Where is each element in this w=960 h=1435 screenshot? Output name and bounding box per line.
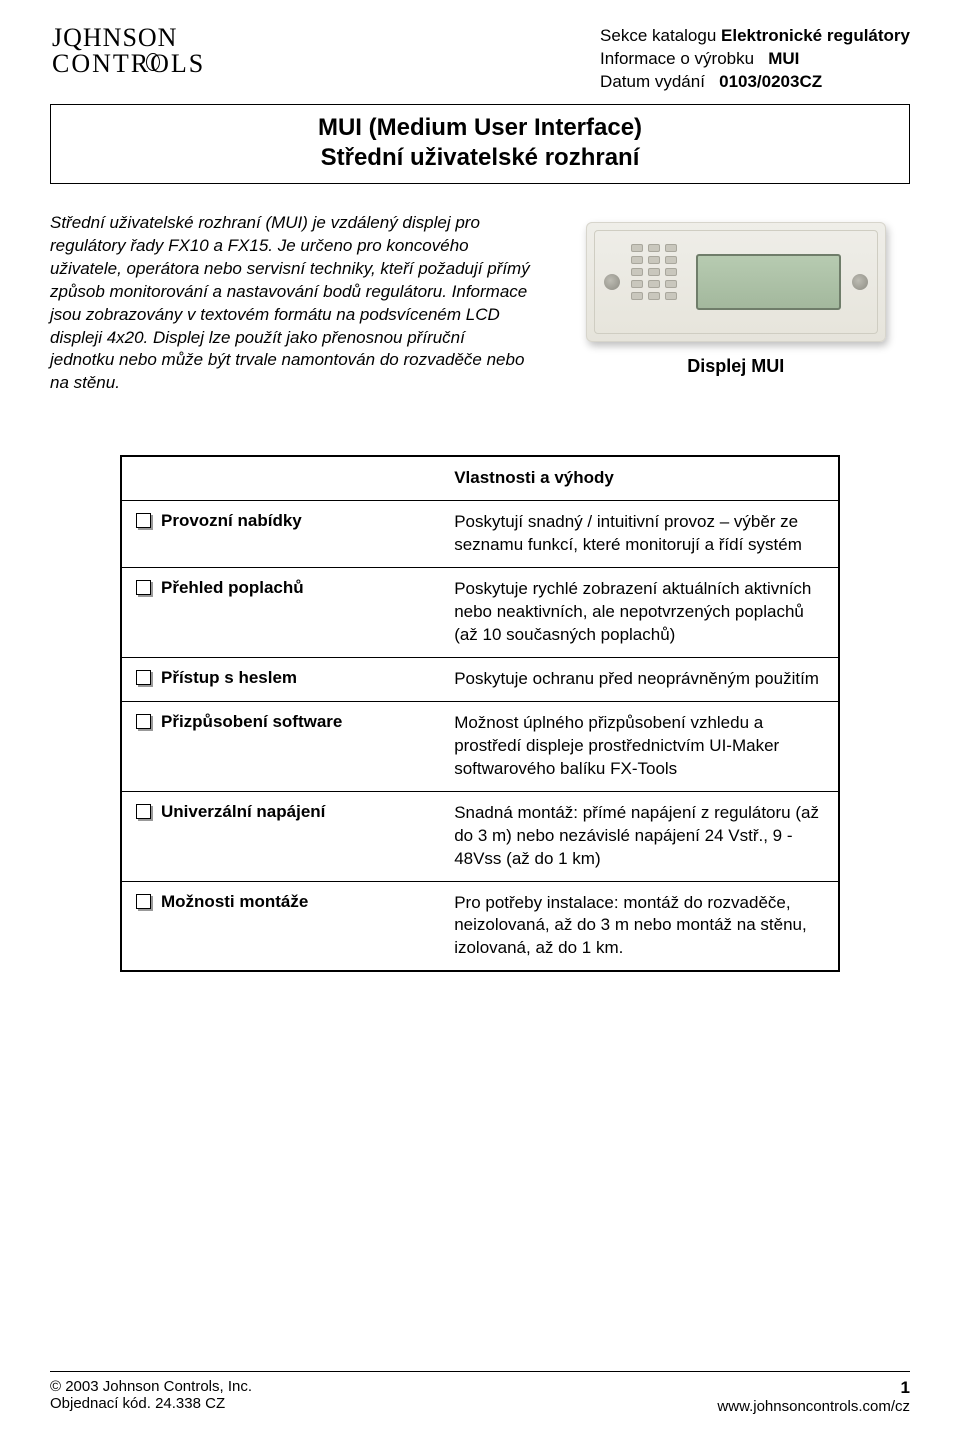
feature-label-cell: Možnosti montáže [122, 882, 444, 971]
keypad-icon [631, 244, 686, 320]
logo-line1: JQHNSON [52, 25, 205, 51]
title-line2: Střední uživatelské rozhraní [61, 143, 899, 173]
feature-label-cell: Univerzální napájení [122, 792, 444, 881]
features-header-row: Vlastnosti a výhody [122, 457, 838, 500]
feature-row: Přizpůsobení software Možnost úplného při… [122, 701, 838, 791]
feature-desc: Snadná montáž: přímé napájení z reguláto… [444, 792, 838, 881]
feature-label-cell: Přístup s heslem [122, 658, 444, 701]
figure-column: Displej MUI [562, 212, 910, 377]
checkbox-icon [136, 804, 151, 819]
footer-copyright: © 2003 Johnson Controls, Inc. [50, 1378, 252, 1395]
footer-order-code: Objednací kód. 24.338 CZ [50, 1395, 252, 1412]
feature-label-cell: Přehled poplachů [122, 568, 444, 657]
feature-desc: Pro potřeby instalace: montáž do rozvadě… [444, 882, 838, 971]
feature-row: Přehled poplachů Poskytuje rychlé zobraze… [122, 567, 838, 657]
footer-page-number: 1 [717, 1378, 910, 1398]
figure-caption: Displej MUI [562, 356, 910, 377]
feature-desc: Poskytuje rychlé zobrazení aktuálních ak… [444, 568, 838, 657]
feature-label: Univerzální napájení [161, 802, 325, 822]
checkbox-icon [136, 894, 151, 909]
footer: © 2003 Johnson Controls, Inc. Objednací … [50, 1371, 910, 1415]
checkbox-icon [136, 580, 151, 595]
header: JQHNSON CONTROLS Sekce katalogu Elektron… [50, 25, 910, 94]
feature-label: Možnosti montáže [161, 892, 308, 912]
logo-interlock-icon: O [150, 51, 171, 77]
feature-row: Přístup s heslem Poskytuje ochranu před n… [122, 657, 838, 701]
footer-url: www.johnsoncontrols.com/cz [717, 1398, 910, 1415]
feature-label: Přístup s heslem [161, 668, 297, 688]
meta-line2: Informace o výrobku MUI [600, 48, 910, 71]
intro-text: Střední uživatelské rozhraní (MUI) je vz… [50, 212, 532, 396]
brand-logo: JQHNSON CONTROLS [50, 25, 205, 77]
lcd-screen-icon [696, 254, 841, 310]
device-illustration [586, 222, 886, 342]
features-header-left [122, 457, 444, 500]
feature-label: Provozní nabídky [161, 511, 302, 531]
feature-row: Provozní nabídky Poskytují snadný / intui… [122, 500, 838, 567]
logo-line2: CONTROLS [52, 51, 205, 77]
spacer [50, 1012, 910, 1371]
footer-right: 1 www.johnsoncontrols.com/cz [717, 1378, 910, 1415]
features-table: Vlastnosti a výhody Provozní nabídky Posk… [120, 455, 840, 972]
feature-label-cell: Provozní nabídky [122, 501, 444, 567]
checkbox-icon [136, 670, 151, 685]
feature-row: Možnosti montáže Pro potřeby instalace: m… [122, 881, 838, 971]
feature-desc: Poskytuje ochranu před neoprávněným použ… [444, 658, 838, 701]
intro-row: Střední uživatelské rozhraní (MUI) je vz… [50, 212, 910, 396]
features-header-label: Vlastnosti a výhody [444, 457, 838, 500]
title-box: MUI (Medium User Interface) Střední uživ… [50, 104, 910, 184]
feature-label-cell: Přizpůsobení software [122, 702, 444, 791]
page: JQHNSON CONTROLS Sekce katalogu Elektron… [0, 0, 960, 1435]
title-line1: MUI (Medium User Interface) [61, 113, 899, 143]
meta-line3: Datum vydání 0103/0203CZ [600, 71, 910, 94]
feature-desc: Poskytují snadný / intuitivní provoz – v… [444, 501, 838, 567]
mount-hole-icon [604, 274, 620, 290]
feature-label: Přehled poplachů [161, 578, 304, 598]
feature-desc: Možnost úplného přizpůsobení vzhledu a p… [444, 702, 838, 791]
features-wrap: Vlastnosti a výhody Provozní nabídky Posk… [50, 455, 910, 972]
header-meta: Sekce katalogu Elektronické regulátory I… [600, 25, 910, 94]
checkbox-icon [136, 513, 151, 528]
feature-label: Přizpůsobení software [161, 712, 342, 732]
feature-row: Univerzální napájení Snadná montáž: přímé… [122, 791, 838, 881]
checkbox-icon [136, 714, 151, 729]
meta-line1: Sekce katalogu Elektronické regulátory [600, 25, 910, 48]
footer-left: © 2003 Johnson Controls, Inc. Objednací … [50, 1378, 252, 1415]
mount-hole-icon [852, 274, 868, 290]
